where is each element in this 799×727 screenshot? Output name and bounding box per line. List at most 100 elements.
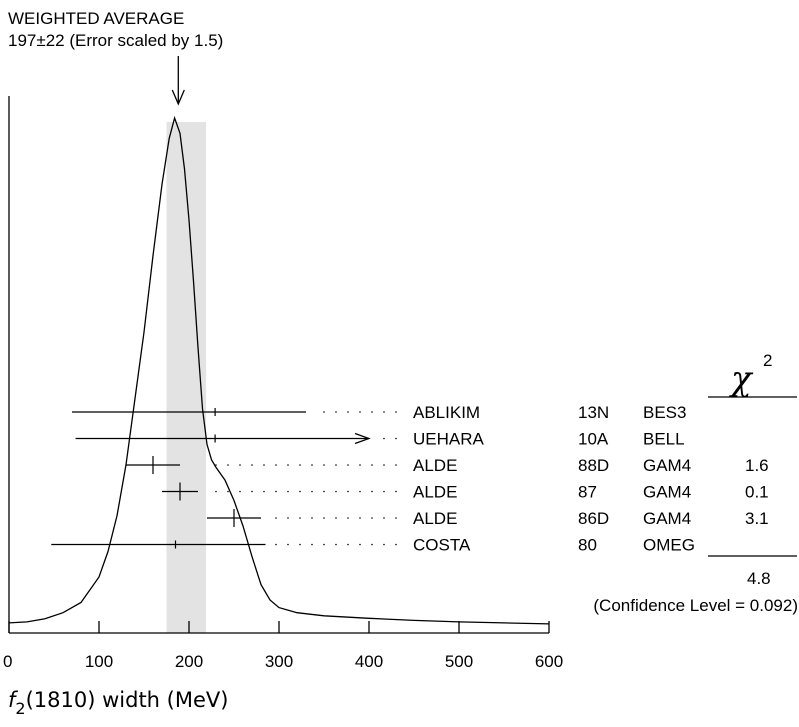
measurement-year: 87: [578, 483, 597, 502]
leader-dot: [395, 411, 397, 413]
chi2-total: 4.8: [747, 569, 771, 588]
measurement-year: 13N: [578, 403, 609, 422]
measurement-experiment: BES3: [643, 403, 686, 422]
measurement-author: UEHARA: [413, 430, 485, 449]
leader-dot: [311, 490, 313, 493]
x-tick-label: 100: [85, 652, 113, 671]
leader-dot: [383, 543, 385, 546]
leader-dot: [371, 543, 373, 546]
x-tick-label: 600: [535, 652, 563, 671]
measurement-author: ALDE: [413, 456, 457, 475]
measurement-experiment: GAM4: [643, 483, 691, 502]
x-tick-label: 500: [445, 652, 473, 671]
measurement-author: ALDE: [413, 483, 457, 502]
leader-dot: [335, 543, 337, 546]
measurement-row: UEHARA 10A BELL: [75, 430, 685, 449]
measurement-author: ALDE: [413, 509, 457, 528]
x-axis-title: f2(1810) width (MeV): [8, 688, 228, 718]
leader-dot: [347, 411, 349, 413]
leader-dot: [371, 464, 373, 466]
leader-dot: [275, 464, 277, 466]
leader-dot: [395, 543, 397, 546]
weighted-average-arrow: [171, 56, 185, 106]
weighted-average-title: WEIGHTED AVERAGE: [8, 9, 184, 28]
measurement-chi2: 0.1: [745, 483, 769, 502]
leader-dot: [311, 464, 313, 466]
leader-dot: [395, 517, 397, 519]
leader-dot: [395, 490, 397, 493]
leader-dot: [227, 464, 229, 466]
leader-dot: [383, 437, 385, 440]
leader-dot: [335, 464, 337, 466]
leader-dot: [263, 490, 265, 493]
measurement-year: 80: [578, 536, 597, 555]
leader-dot: [323, 517, 325, 519]
leader-dot: [299, 464, 301, 466]
leader-dot: [299, 543, 301, 546]
leader-dot: [371, 490, 373, 493]
leader-dot: [335, 517, 337, 519]
measurement-year: 88D: [578, 456, 609, 475]
leader-dot: [371, 517, 373, 519]
leader-dot: [299, 517, 301, 519]
leader-dot: [239, 490, 241, 493]
measurement-year: 86D: [578, 509, 609, 528]
measurement-author: COSTA: [413, 536, 471, 555]
measurement-experiment: GAM4: [643, 456, 691, 475]
leader-dot: [347, 517, 349, 519]
leader-dot: [251, 464, 253, 466]
measurement-author: ABLIKIM: [413, 403, 480, 422]
weighted-average-value: 197±22 (Error scaled by 1.5): [8, 31, 223, 50]
measurement-chi2: 1.6: [745, 456, 769, 475]
chi-superscript: 2: [763, 351, 772, 370]
leader-dot: [323, 543, 325, 546]
measurement-experiment: OMEG: [643, 536, 695, 555]
leader-dot: [335, 411, 337, 413]
leader-dot: [227, 490, 229, 493]
leader-dot: [395, 464, 397, 466]
measurements: ABLIKIM 13N BES3 UEHARA 10A BELL ALDE 88D GAM4 1.…: [51, 403, 769, 555]
x-axis-title-text: f2(1810) width (MeV): [8, 688, 228, 718]
leader-dot: [239, 464, 241, 466]
measurement-experiment: GAM4: [643, 509, 691, 528]
leader-dot: [383, 517, 385, 519]
leader-dot: [347, 464, 349, 466]
measurement-row: ALDE 88D GAM4 1.6: [126, 456, 769, 475]
chi-symbol: χ: [729, 359, 754, 399]
leader-dot: [383, 411, 385, 413]
measurement-row: ALDE 87 GAM4 0.1: [162, 482, 769, 502]
measurement-row: ABLIKIM 13N BES3: [72, 403, 686, 422]
measurement-year: 10A: [578, 430, 609, 449]
measurement-experiment: BELL: [643, 430, 685, 449]
x-axis-title-rest: (1810) width (MeV): [26, 688, 229, 712]
leader-dot: [287, 517, 289, 519]
leader-dot: [323, 464, 325, 466]
axes: 0 100 200 300 400 500 600: [3, 96, 563, 671]
leader-dot: [347, 543, 349, 546]
confidence-level: (Confidence Level = 0.092): [593, 596, 798, 615]
leader-dot: [359, 517, 361, 519]
leader-dot: [263, 464, 265, 466]
leader-dot: [287, 464, 289, 466]
leader-dot: [359, 543, 361, 546]
leader-dot: [287, 490, 289, 493]
x-axis-title-sub: 2: [15, 699, 25, 718]
leader-dot: [275, 490, 277, 493]
leader-dot: [347, 490, 349, 493]
ideogram-curve: [8, 115, 550, 625]
leader-dot: [383, 490, 385, 493]
leader-dot: [251, 490, 253, 493]
leader-dot: [299, 490, 301, 493]
leader-dot: [395, 437, 397, 440]
leader-dot: [383, 464, 385, 466]
x-tick-label: 400: [355, 652, 383, 671]
measurement-chi2: 3.1: [745, 509, 769, 528]
leader-dot: [359, 490, 361, 493]
leader-dot: [335, 490, 337, 493]
leader-dot: [323, 490, 325, 493]
leader-dot: [323, 411, 325, 413]
x-tick-label: 0: [3, 652, 12, 671]
measurement-row: COSTA 80 OMEG: [51, 536, 695, 555]
leader-dot: [275, 543, 277, 546]
